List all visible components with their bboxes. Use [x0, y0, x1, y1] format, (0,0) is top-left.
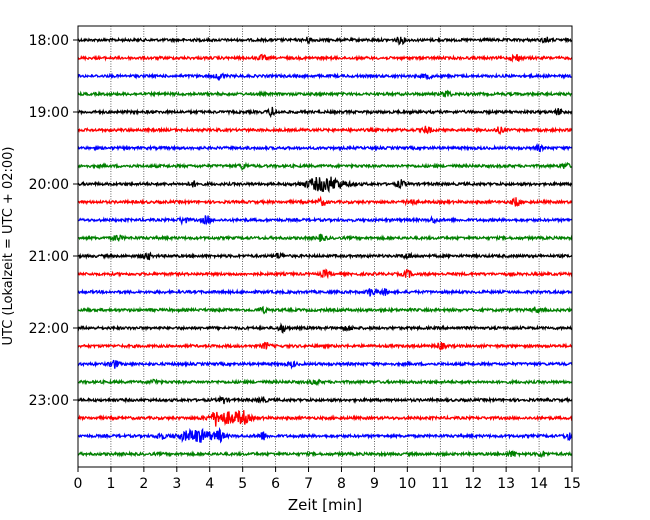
x-tick-label: 4 [205, 476, 214, 492]
trace-row-1845 [77, 89, 573, 98]
y-tick-label: 23:00 [29, 393, 69, 409]
plot-frame [77, 25, 573, 468]
trace-row-2145 [77, 305, 573, 315]
trace-row-1815 [77, 53, 573, 63]
traces [77, 36, 573, 459]
x-tick-label: 9 [370, 476, 379, 492]
y-axis-label: UTC (Lokalzeit = UTC + 02:00) [1, 147, 16, 346]
trace-row-2300 [77, 395, 573, 405]
trace-row-2330 [77, 426, 573, 444]
trace-row-1800 [77, 36, 573, 46]
trace-row-2030 [77, 214, 573, 226]
trace-row-2245 [77, 378, 573, 387]
trace-row-2130 [77, 287, 573, 297]
x-tick-label: 11 [431, 476, 449, 492]
x-tick-label: 13 [497, 476, 515, 492]
y-tick-label: 18:00 [29, 33, 69, 49]
y-tick-label: 20:00 [29, 177, 69, 193]
x-tick-label: 12 [464, 476, 482, 492]
x-tick-label: 15 [563, 476, 581, 492]
trace-row-2200 [77, 322, 573, 334]
x-tick-label: 0 [74, 476, 83, 492]
y-axis: 18:00 19:00 20:00 21:00 22:00 23:00 [29, 33, 78, 409]
trace-row-1900 [77, 106, 573, 119]
trace-row-1930 [77, 142, 573, 153]
trace-row-2100 [77, 251, 573, 261]
x-tick-label: 8 [337, 476, 346, 492]
x-tick-label: 5 [238, 476, 247, 492]
plot-background [78, 26, 572, 467]
x-tick-label: 1 [106, 476, 115, 492]
trace-row-1945 [77, 161, 573, 172]
x-tick-label: 2 [139, 476, 148, 492]
x-tick-label: 14 [530, 476, 548, 492]
grid-lines [110, 26, 540, 467]
trace-row-1830 [77, 72, 573, 81]
trace-row-2230 [77, 359, 573, 370]
y-tick-label: 19:00 [29, 105, 69, 121]
y-tick-label: 22:00 [29, 321, 69, 337]
trace-row-2115 [77, 268, 573, 280]
trace-row-2015 [77, 195, 573, 208]
trace-row-2215 [77, 341, 573, 352]
x-tick-label: 3 [172, 476, 181, 492]
trace-row-2000 [77, 176, 573, 194]
y-tick-label: 21:00 [29, 249, 69, 265]
x-tick-label: 10 [398, 476, 416, 492]
trace-row-1915 [77, 125, 573, 136]
x-tick-label: 6 [271, 476, 280, 492]
x-tick-label: 7 [304, 476, 313, 492]
x-axis-label: Zeit [min] [288, 496, 362, 514]
trace-row-2315 [77, 409, 573, 427]
trace-row-2045 [77, 233, 573, 242]
trace-row-2345 [77, 449, 573, 459]
x-axis: 0 1 2 3 4 5 6 7 8 9 10 11 12 13 14 15 [74, 467, 581, 492]
